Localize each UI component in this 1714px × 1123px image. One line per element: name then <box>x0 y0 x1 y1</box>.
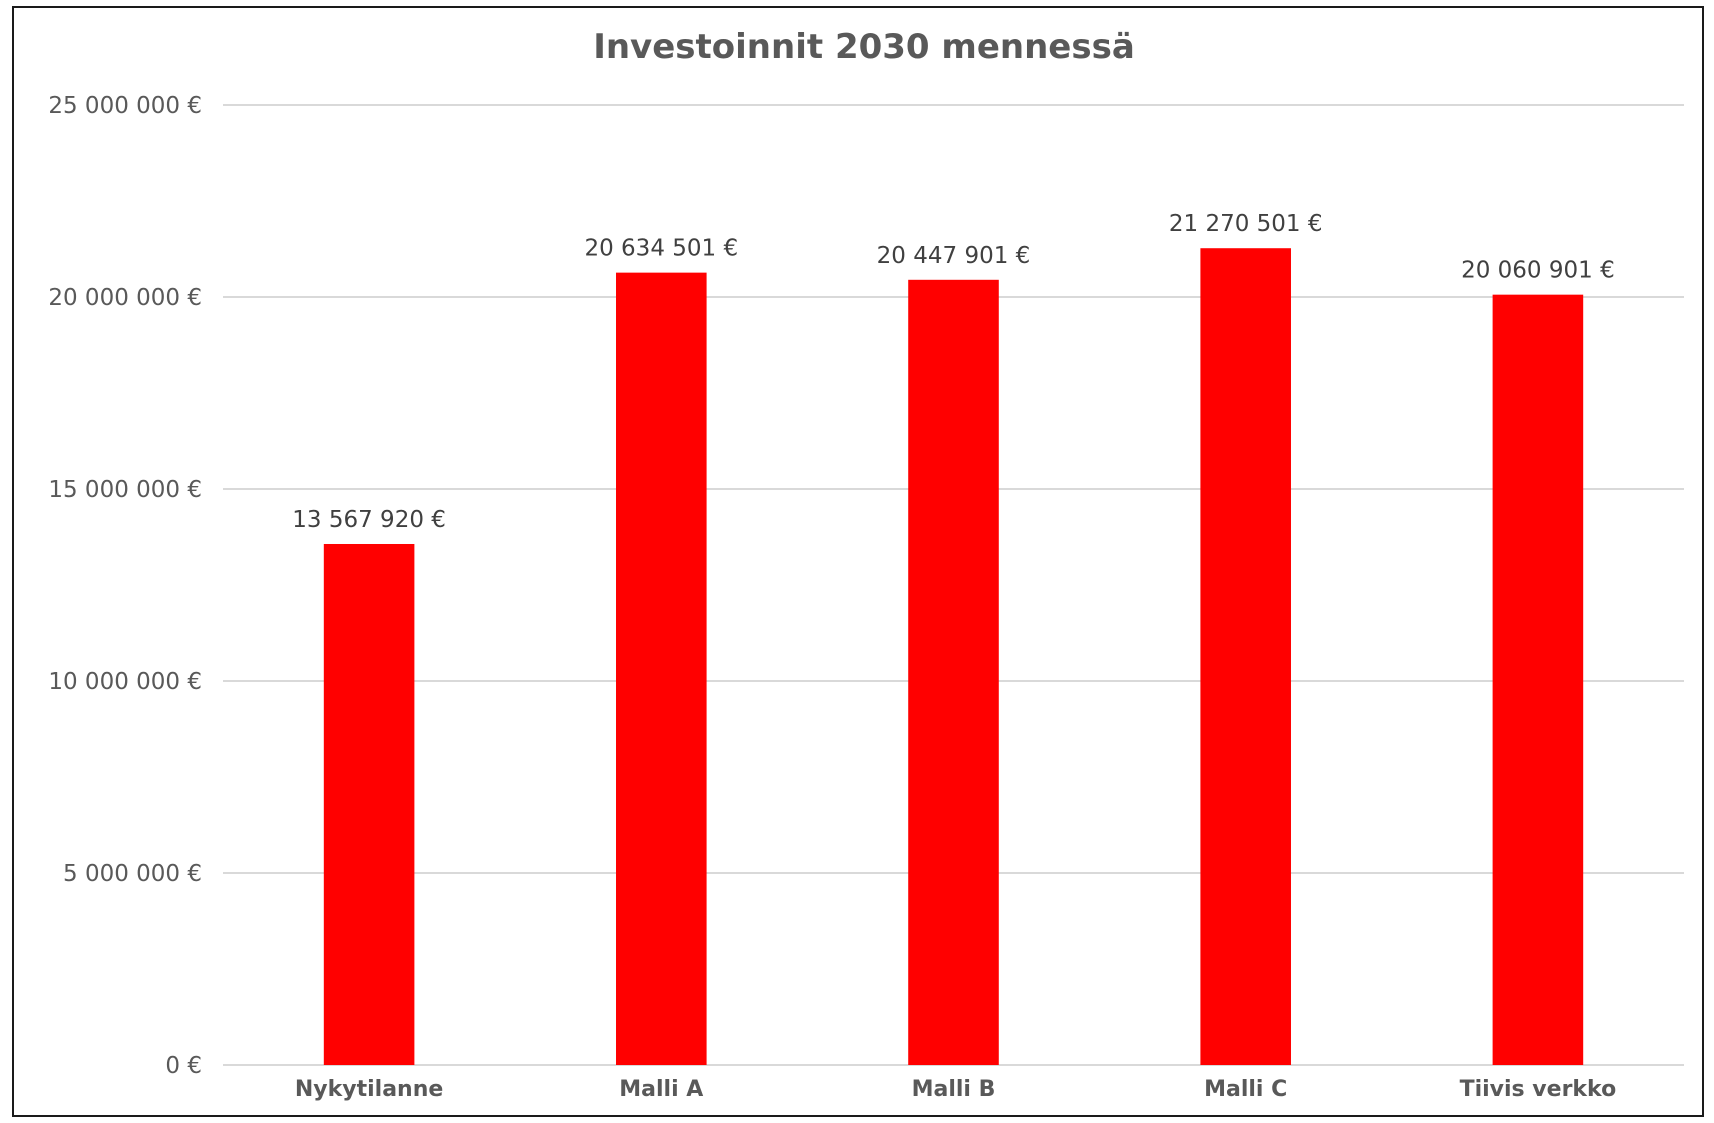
x-tick-label-0: Nykytilanne <box>295 1077 443 1102</box>
y-axis: 0 € 5 000 000 € 10 000 000 € 15 000 000 € 20… <box>48 93 202 1079</box>
bar-4 <box>1492 294 1584 1066</box>
y-tick-label-3: 15 000 000 € <box>48 477 202 503</box>
chart-frame: Investoinnit 2030 mennessä 0 € 5 000 000 … <box>12 6 1704 1117</box>
y-tick-label-2: 10 000 000 € <box>48 669 202 695</box>
x-tick-label-3: Malli C <box>1204 1077 1287 1102</box>
bar-3 <box>1200 248 1291 1065</box>
y-tick-label-4: 20 000 000 € <box>48 285 202 311</box>
y-tick-label-1: 5 000 000 € <box>63 861 202 887</box>
x-tick-label-2: Malli B <box>912 1077 996 1102</box>
chart-title: Investoinnit 2030 mennessä <box>593 27 1135 67</box>
data-label-3: 21 270 501 € <box>1169 211 1323 237</box>
x-tick-label-4: Tiivis verkko <box>1460 1077 1617 1102</box>
data-label-0: 13 567 920 € <box>292 507 446 533</box>
data-label-2: 20 447 901 € <box>877 243 1031 269</box>
data-label-4: 20 060 901 € <box>1461 258 1615 284</box>
bar-1 <box>616 272 707 1066</box>
bar-0 <box>323 543 415 1065</box>
data-labels: 13 567 920 € 20 634 501 € 20 447 901 € 21 2… <box>292 211 1614 533</box>
bar-chart: Investoinnit 2030 mennessä 0 € 5 000 000 … <box>48 27 1684 1102</box>
y-tick-label-5: 25 000 000 € <box>48 93 202 119</box>
y-tick-label-0: 0 € <box>165 1053 202 1079</box>
bar-2 <box>908 279 999 1065</box>
data-label-1: 20 634 501 € <box>584 236 738 262</box>
x-tick-label-1: Malli A <box>619 1077 703 1102</box>
x-axis: Nykytilanne Malli A Malli B Malli C Tiivis v… <box>295 1077 1616 1102</box>
bars <box>323 248 1584 1066</box>
